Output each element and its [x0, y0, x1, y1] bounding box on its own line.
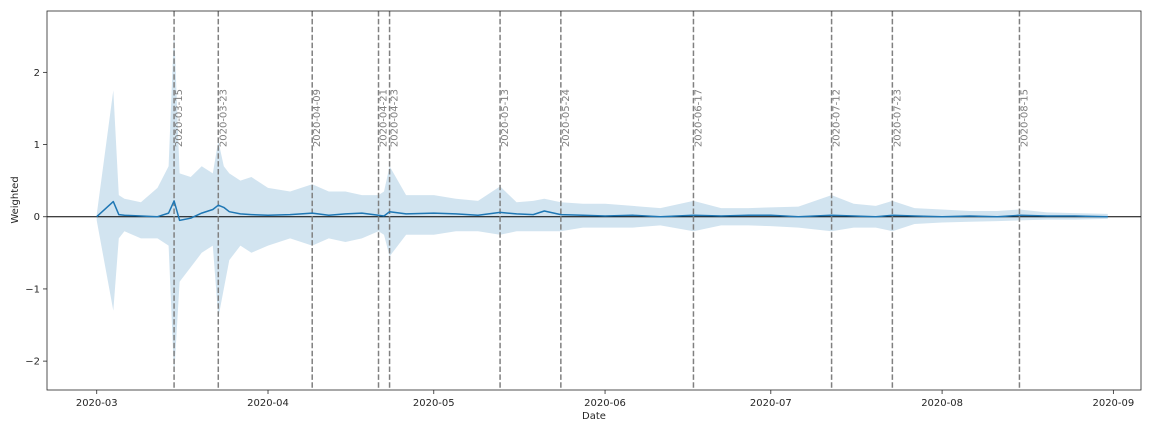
x-tick-label: 2020-04 [247, 398, 289, 409]
y-tick-label: 1 [34, 140, 40, 151]
y-tick-label: 0 [34, 212, 40, 223]
y-tick-label: −1 [25, 284, 40, 295]
event-label: 2020-04-09 [312, 89, 323, 147]
x-tick-label: 2020-05 [413, 398, 455, 409]
event-label: 2020-05-13 [500, 89, 511, 147]
event-label: 2020-08-15 [1019, 89, 1030, 147]
event-label: 2020-05-24 [561, 89, 572, 147]
plot-frame [46, 10, 1142, 391]
y-axis-label: Weighted [10, 176, 21, 223]
x-tick-label: 2020-06 [584, 398, 626, 409]
event-label: 2020-04-23 [390, 89, 401, 147]
event-label: 2020-07-12 [832, 89, 843, 147]
x-axis-label: Date [582, 411, 606, 422]
x-tick-label: 2020-08 [921, 398, 963, 409]
series-line [96, 200, 1108, 222]
y-tick-label: 2 [34, 68, 40, 79]
x-tick-label: 2020-03 [76, 398, 118, 409]
event-label: 2020-03-15 [174, 89, 185, 147]
x-tick-label: 2020-09 [1092, 398, 1134, 409]
event-label: 2020-07-23 [892, 89, 903, 147]
event-label: 2020-04-21 [379, 89, 390, 147]
event-label: 2020-03-23 [218, 89, 229, 147]
y-tick-label: −2 [25, 357, 40, 368]
x-tick-label: 2020-07 [750, 398, 792, 409]
event-label: 2020-06-17 [694, 89, 705, 147]
confidence-band [96, 29, 1108, 376]
